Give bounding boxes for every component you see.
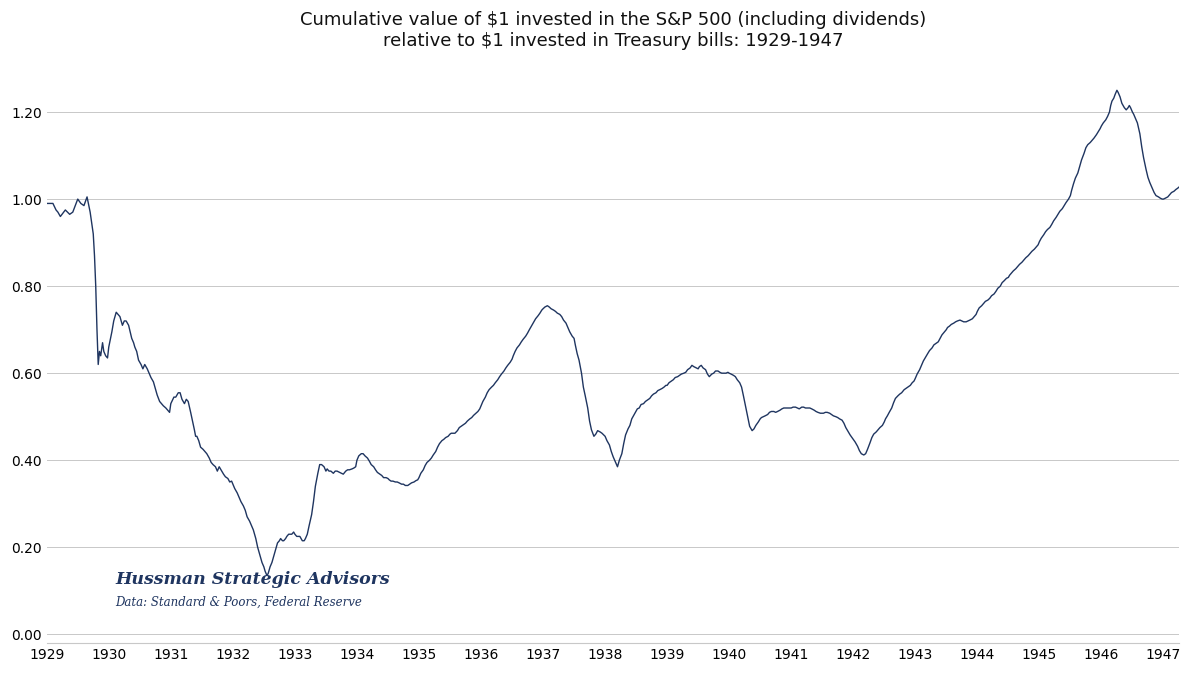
Text: Data: Standard & Poors, Federal Reserve: Data: Standard & Poors, Federal Reserve — [115, 596, 362, 609]
Title: Cumulative value of $1 invested in the S&P 500 (including dividends)
relative to: Cumulative value of $1 invested in the S… — [300, 11, 926, 50]
Text: Hussman Strategic Advisors: Hussman Strategic Advisors — [115, 571, 390, 588]
